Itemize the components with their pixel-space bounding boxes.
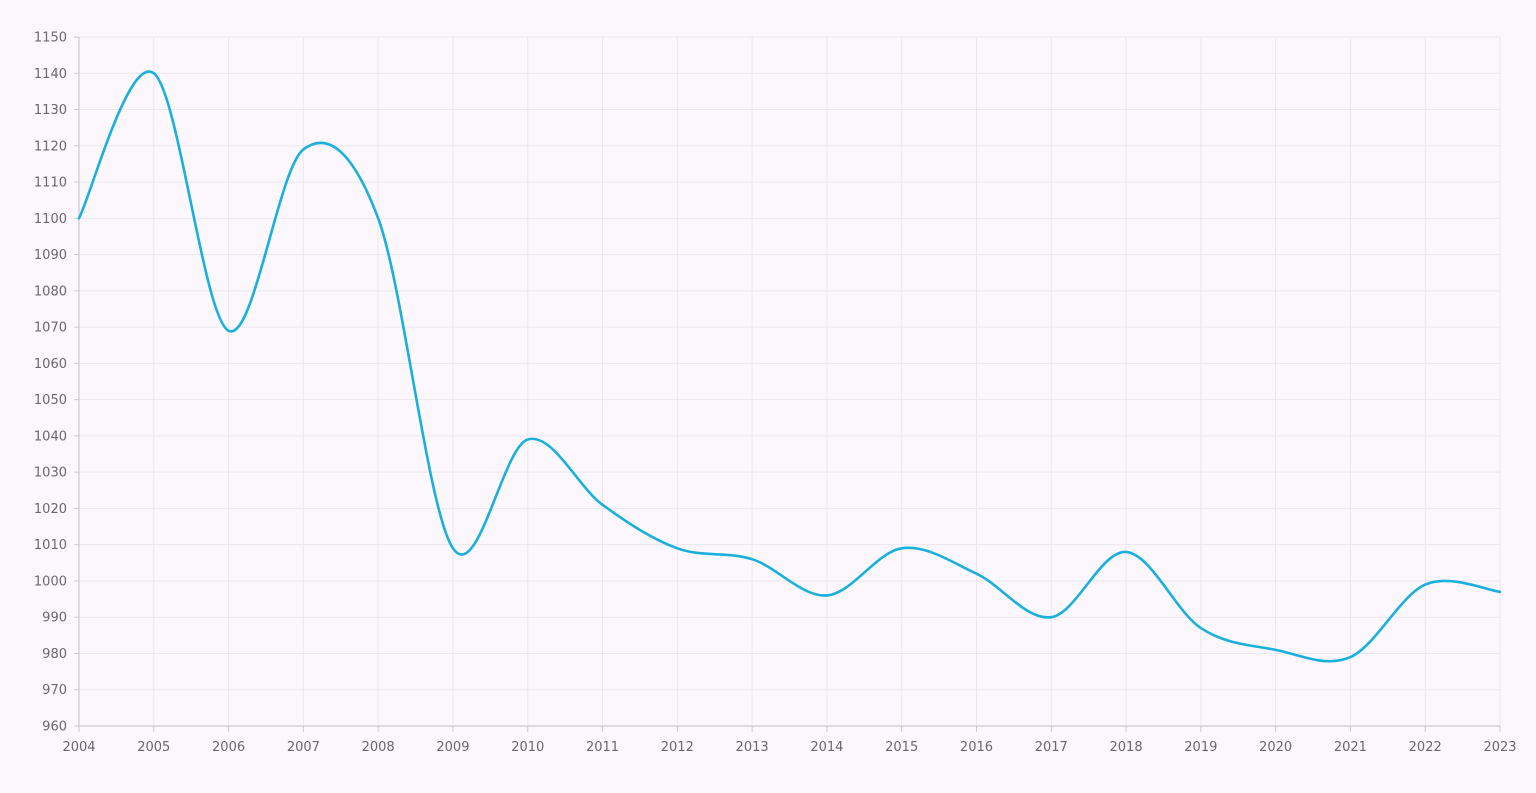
x-tick-label: 2023 xyxy=(1483,740,1516,755)
y-tick-label: 1100 xyxy=(34,212,67,227)
x-tick-label: 2006 xyxy=(212,740,245,755)
x-tick-label: 2007 xyxy=(287,740,320,755)
y-tick-label: 1000 xyxy=(34,574,67,589)
x-tick-label: 2022 xyxy=(1409,740,1442,755)
y-tick-label: 1140 xyxy=(34,67,67,82)
x-tick-label: 2012 xyxy=(661,740,694,755)
x-tick-label: 2019 xyxy=(1184,740,1217,755)
y-tick-label: 1020 xyxy=(34,502,67,517)
x-tick-label: 2013 xyxy=(736,740,769,755)
y-tick-label: 970 xyxy=(42,683,67,698)
x-tick-label: 2016 xyxy=(960,740,993,755)
y-tick-label: 1090 xyxy=(34,248,67,263)
x-tick-label: 2005 xyxy=(137,740,170,755)
y-tick-label: 1150 xyxy=(34,31,67,46)
x-tick-label: 2011 xyxy=(586,740,619,755)
x-tick-label: 2008 xyxy=(362,740,395,755)
x-tick-label: 2004 xyxy=(62,740,95,755)
y-tick-label: 1070 xyxy=(34,321,67,336)
x-tick-label: 2009 xyxy=(436,740,469,755)
data-line-series-1 xyxy=(77,70,1502,663)
y-tick-label: 1030 xyxy=(34,466,67,481)
x-tick-label: 2020 xyxy=(1259,740,1292,755)
y-tick-label: 1010 xyxy=(34,538,67,553)
x-tick-label: 2015 xyxy=(885,740,918,755)
y-tick-label: 1040 xyxy=(34,429,67,444)
y-tick-label: 980 xyxy=(42,647,67,662)
y-tick-label: 1060 xyxy=(34,357,67,372)
y-axis-tick-labels: 960 970 980 990 1000 1010 1020 1030 1040 1050 1060… xyxy=(34,31,67,735)
y-tick-label: 1080 xyxy=(34,284,67,299)
x-tick-label: 2018 xyxy=(1110,740,1143,755)
y-tick-label: 1120 xyxy=(34,139,67,154)
x-tick-label: 2010 xyxy=(511,740,544,755)
y-tick-label: 990 xyxy=(42,611,67,626)
y-tick-label: 960 xyxy=(42,720,67,735)
axes xyxy=(74,36,1501,732)
x-tick-label: 2017 xyxy=(1035,740,1068,755)
x-tick-label: 2014 xyxy=(810,740,843,755)
y-tick-label: 1050 xyxy=(34,393,67,408)
y-tick-label: 1130 xyxy=(34,103,67,118)
x-tick-label: 2021 xyxy=(1334,740,1367,755)
x-axis-tick-labels: 2004 2005 2006 2007 2008 2009 2010 2011 2012 2013… xyxy=(62,740,1516,755)
grid-lines xyxy=(79,36,1501,726)
y-tick-label: 1110 xyxy=(34,176,67,191)
